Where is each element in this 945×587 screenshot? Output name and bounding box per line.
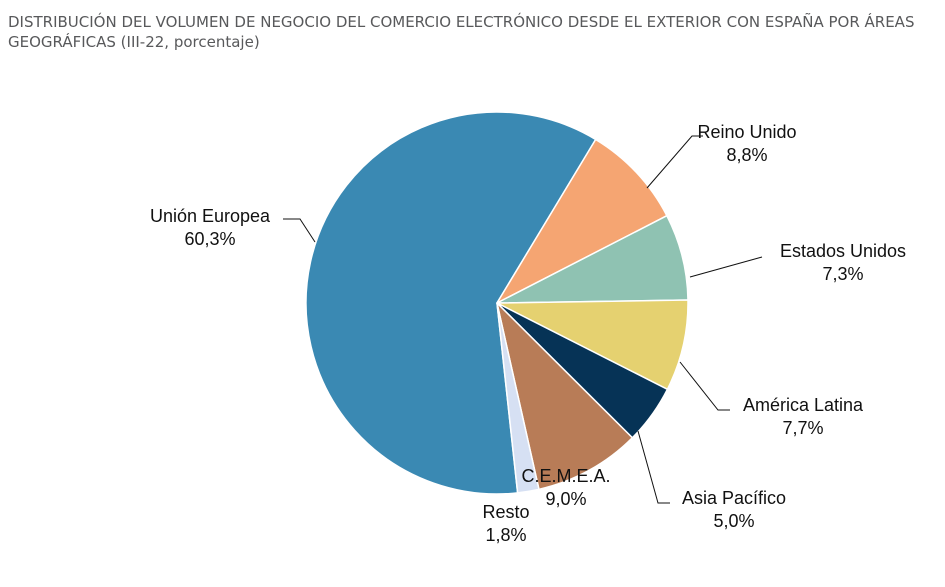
chart-title-line1: DISTRIBUCIÓN DEL VOLUMEN DE NEGOCIO DEL … xyxy=(8,13,915,31)
slice-name-union-europea: Unión Europea xyxy=(150,206,271,226)
chart-subtitle: GEOGRÁFICAS (III-22, porcentaje) xyxy=(8,33,260,51)
slice-value-asia-pacifico: 5,0% xyxy=(713,511,754,531)
slice-name-c-e-m-e-a: C.E.M.E.A. xyxy=(521,466,610,486)
leader-line-america-latina xyxy=(679,361,730,411)
chart-title: DISTRIBUCIÓN DEL VOLUMEN DE NEGOCIO DEL … xyxy=(8,12,933,52)
slice-name-estados-unidos: Estados Unidos xyxy=(780,241,906,261)
leader-line-reino-unido xyxy=(646,135,703,189)
slice-name-resto: Resto xyxy=(482,502,529,522)
slice-resto xyxy=(496,302,540,494)
slice-name-america-latina: América Latina xyxy=(743,395,864,415)
slice-value-estados-unidos: 7,3% xyxy=(822,264,863,284)
leader-lines xyxy=(283,135,763,504)
slice-label-asia-pacifico: Asia Pacífico 5,0% xyxy=(682,488,786,531)
slice-america-latina xyxy=(496,299,689,391)
slice-name-asia-pacifico: Asia Pacífico xyxy=(682,488,786,508)
slice-label-union-europea: Unión Europea 60,3% xyxy=(150,206,271,249)
slice-c-e-m-e-a xyxy=(496,302,634,491)
slice-value-c-e-m-e-a: 9,0% xyxy=(545,489,586,509)
slice-name-reino-unido: Reino Unido xyxy=(697,122,796,142)
leader-line-asia-pacifico xyxy=(637,430,670,504)
slice-label-america-latina: América Latina 7,7% xyxy=(743,395,864,438)
pie-slices xyxy=(305,111,689,495)
slice-reino-unido xyxy=(496,138,668,304)
leader-line-estados-unidos xyxy=(689,256,763,278)
slice-union-europea xyxy=(305,111,597,495)
slice-value-america-latina: 7,7% xyxy=(782,418,823,438)
slice-value-reino-unido: 8,8% xyxy=(726,145,767,165)
slice-value-union-europea: 60,3% xyxy=(184,229,235,249)
slice-label-estados-unidos: Estados Unidos 7,3% xyxy=(780,241,906,284)
slice-label-resto: Resto 1,8% xyxy=(482,502,529,545)
slice-label-c-e-m-e-a: C.E.M.E.A. 9,0% xyxy=(521,466,610,509)
leader-line-union-europea xyxy=(283,218,316,243)
slice-label-reino-unido: Reino Unido 8,8% xyxy=(697,122,796,165)
slice-labels: Unión Europea 60,3% Reino Unido 8,8% Estados… xyxy=(150,122,906,545)
slice-value-resto: 1,8% xyxy=(485,525,526,545)
